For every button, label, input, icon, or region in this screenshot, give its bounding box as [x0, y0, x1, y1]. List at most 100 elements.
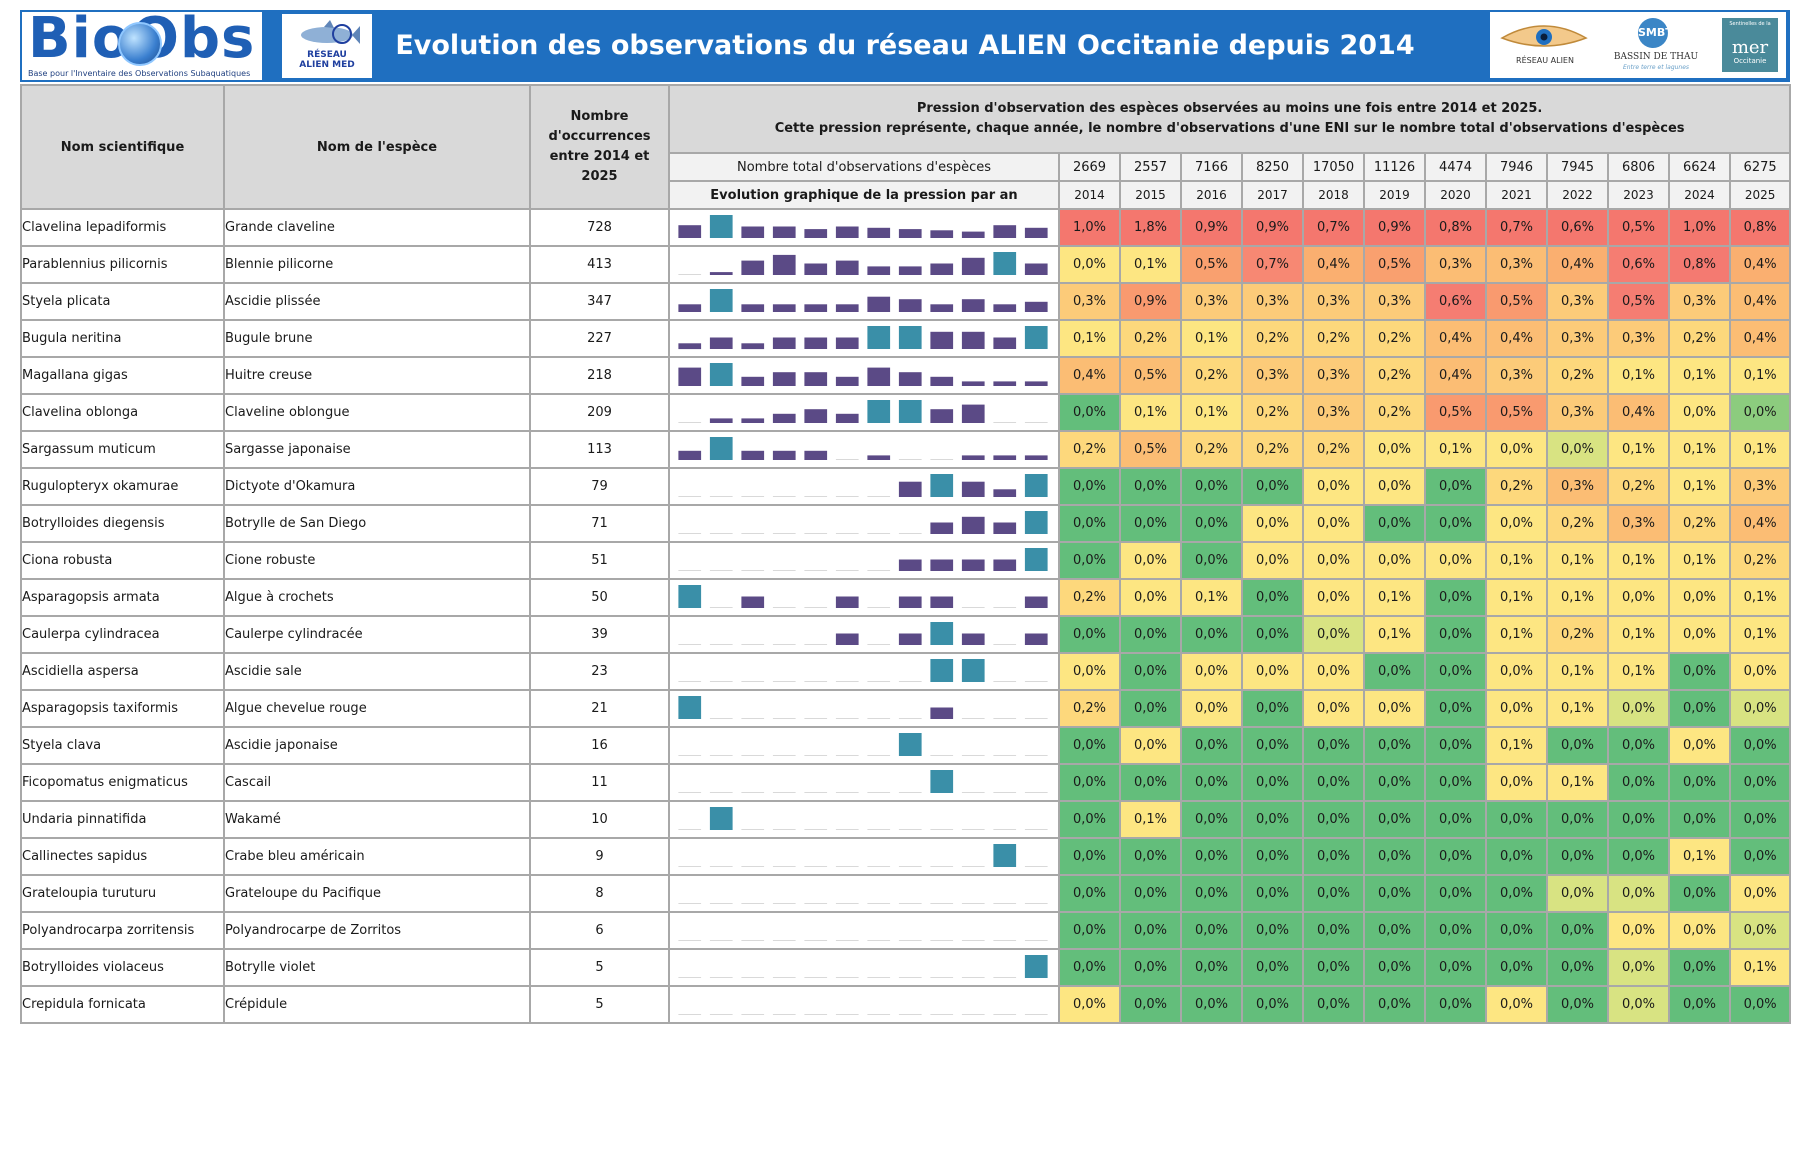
pressure-cell-2017: 0,7%	[1241, 245, 1304, 284]
sparkline-bar-2016	[741, 596, 765, 608]
sparkline-bar-2021	[898, 559, 922, 571]
sparkline-bar-2018	[804, 409, 828, 423]
pressure-cell-2025: 0,0%	[1728, 985, 1792, 1024]
pressure-sparkline	[678, 903, 1048, 904]
pressure-cell-2025: 0,0%	[1728, 911, 1792, 950]
sparkline-bar-2017	[772, 337, 796, 349]
year-header-2018[interactable]: 2018	[1302, 180, 1365, 210]
pressure-cell-2015: 0,0%	[1119, 874, 1182, 913]
pressure-cell-2022: 0,3%	[1546, 467, 1609, 506]
table-row[interactable]: Botrylloides diegensis Botrylle de San Di…	[20, 504, 1792, 543]
total-observations-2021: 7946	[1485, 152, 1548, 182]
pressure-cell-2014: 0,0%	[1058, 837, 1121, 876]
occurrences-cell: 728	[529, 208, 670, 247]
sparkline-bar-2018	[804, 755, 828, 756]
sparkline-bar-2022	[930, 459, 954, 460]
table-row[interactable]: Sargassum muticum Sargasse japonaise 113 0,…	[20, 430, 1792, 469]
pressure-cell-2014: 0,0%	[1058, 467, 1121, 506]
pressure-cell-2014: 0,2%	[1058, 430, 1121, 469]
pressure-cell-2017: 0,0%	[1241, 726, 1304, 765]
year-header-2024[interactable]: 2024	[1668, 180, 1731, 210]
pressure-cell-2015: 0,0%	[1119, 689, 1182, 728]
sparkline-bar-2021	[898, 1014, 922, 1015]
sparkline-bar-2024	[993, 337, 1017, 349]
sparkline-bar-2022	[930, 903, 954, 904]
table-row[interactable]: Asparagopsis armata Algue à crochets 50 0,2…	[20, 578, 1792, 617]
year-header-2021[interactable]: 2021	[1485, 180, 1548, 210]
species-name-cell: Botrylle violet	[223, 948, 531, 987]
occurrences-cell: 21	[529, 689, 670, 728]
sparkline-bar-2019	[835, 260, 859, 275]
year-header-2015[interactable]: 2015	[1119, 180, 1182, 210]
pressure-cell-2019: 0,0%	[1363, 763, 1426, 802]
year-header-2023[interactable]: 2023	[1607, 180, 1670, 210]
year-header-2025[interactable]: 2025	[1728, 180, 1792, 210]
pressure-cell-2015: 0,0%	[1119, 763, 1182, 802]
table-row[interactable]: Clavelina lepadiformis Grande claveline 72…	[20, 208, 1792, 247]
pressure-cell-2016: 0,2%	[1180, 356, 1243, 395]
pressure-cell-2025: 0,0%	[1728, 837, 1792, 876]
table-row[interactable]: Polyandrocarpa zorritensis Polyandrocarpe…	[20, 911, 1792, 950]
sparkline-bar-2015	[709, 681, 733, 682]
pressure-cell-2019: 0,2%	[1363, 356, 1426, 395]
year-header-2020[interactable]: 2020	[1424, 180, 1487, 210]
pressure-cell-2022: 0,2%	[1546, 504, 1609, 543]
table-row[interactable]: Parablennius pilicornis Blennie pilicorne…	[20, 245, 1792, 284]
sparkline-bar-2016	[741, 418, 765, 423]
col-header-scientific-name[interactable]: Nom scientifique	[20, 84, 225, 210]
sparkline-bar-2015	[709, 607, 733, 608]
pressure-cell-2015: 0,0%	[1119, 726, 1182, 765]
table-row[interactable]: Ficopomatus enigmaticus Cascail 11 0,0% 0,0%…	[20, 763, 1792, 802]
sparkline-bar-2018	[804, 570, 828, 571]
table-row[interactable]: Caulerpa cylindracea Caulerpe cylindracée…	[20, 615, 1792, 654]
table-row[interactable]: Styela clava Ascidie japonaise 16 0,0% 0,0% 0…	[20, 726, 1792, 765]
pressure-cell-2018: 0,0%	[1302, 874, 1365, 913]
sparkline-bar-2023	[961, 299, 985, 312]
sparkline-bar-2021	[898, 903, 922, 904]
sparkline-bar-2014	[678, 755, 702, 756]
pressure-cell-2014: 0,3%	[1058, 282, 1121, 321]
sparkline-bar-2016	[741, 755, 765, 756]
pressure-sparkline-cell	[668, 430, 1060, 469]
eye-icon	[1500, 25, 1588, 47]
table-row[interactable]: Bugula neritina Bugule brune 227 0,1% 0,2% 0,…	[20, 319, 1792, 358]
table-row[interactable]: Crepidula fornicata Crépidule 5 0,0% 0,0% 0,0…	[20, 985, 1792, 1024]
table-row[interactable]: Magallana gigas Huitre creuse 218 0,4% 0,5% 0…	[20, 356, 1792, 395]
occurrences-cell: 11	[529, 763, 670, 802]
table-row[interactable]: Clavelina oblonga Claveline oblongue 209 0,…	[20, 393, 1792, 432]
pressure-cell-2014: 0,0%	[1058, 874, 1121, 913]
pressure-cell-2020: 0,0%	[1424, 874, 1487, 913]
pressure-cell-2015: 0,0%	[1119, 837, 1182, 876]
sparkline-bar-2016	[741, 450, 765, 460]
table-row[interactable]: Grateloupia turuturu Grateloupe du Pacifi…	[20, 874, 1792, 913]
table-row[interactable]: Ciona robusta Cione robuste 51 0,0% 0,0% 0,0%…	[20, 541, 1792, 580]
pressure-cell-2019: 0,0%	[1363, 652, 1426, 691]
pressure-cell-2020: 0,0%	[1424, 763, 1487, 802]
col-header-species-name[interactable]: Nom de l'espèce	[223, 84, 531, 210]
pressure-cell-2022: 0,1%	[1546, 578, 1609, 617]
sparkline-bar-2014	[678, 681, 702, 682]
year-header-2019[interactable]: 2019	[1363, 180, 1426, 210]
pressure-cell-2025: 0,0%	[1728, 393, 1792, 432]
pressure-sparkline	[678, 289, 1048, 312]
table-row[interactable]: Asparagopsis taxiformis Algue chevelue ro…	[20, 689, 1792, 728]
sparkline-bar-2016	[741, 1014, 765, 1015]
sparkline-bar-2024	[993, 844, 1017, 867]
table-row[interactable]: Rugulopteryx okamurae Dictyote d'Okamura 7…	[20, 467, 1792, 506]
table-row[interactable]: Styela plicata Ascidie plissée 347 0,3% 0,9%…	[20, 282, 1792, 321]
table-row[interactable]: Ascidiella aspersa Ascidie sale 23 0,0% 0,0%…	[20, 652, 1792, 691]
table-row[interactable]: Undaria pinnatifida Wakamé 10 0,0% 0,1% 0,0% 0…	[20, 800, 1792, 839]
year-header-2017[interactable]: 2017	[1241, 180, 1304, 210]
year-header-2022[interactable]: 2022	[1546, 180, 1609, 210]
year-header-2014[interactable]: 2014	[1058, 180, 1121, 210]
pressure-cell-2016: 0,3%	[1180, 282, 1243, 321]
sparkline-bar-2023	[961, 792, 985, 793]
year-header-2016[interactable]: 2016	[1180, 180, 1243, 210]
pressure-cell-2025: 0,0%	[1728, 874, 1792, 913]
pressure-cell-2022: 0,2%	[1546, 615, 1609, 654]
table-row[interactable]: Botrylloides violaceus Botrylle violet 5 0,…	[20, 948, 1792, 987]
alien-logo-line1: RÉSEAU	[307, 50, 347, 60]
col-header-occurrences[interactable]: Nombre d'occurrences entre 2014 et 2025	[529, 84, 670, 210]
table-row[interactable]: Callinectes sapidus Crabe bleu américain 9…	[20, 837, 1792, 876]
pressure-cell-2014: 0,4%	[1058, 356, 1121, 395]
